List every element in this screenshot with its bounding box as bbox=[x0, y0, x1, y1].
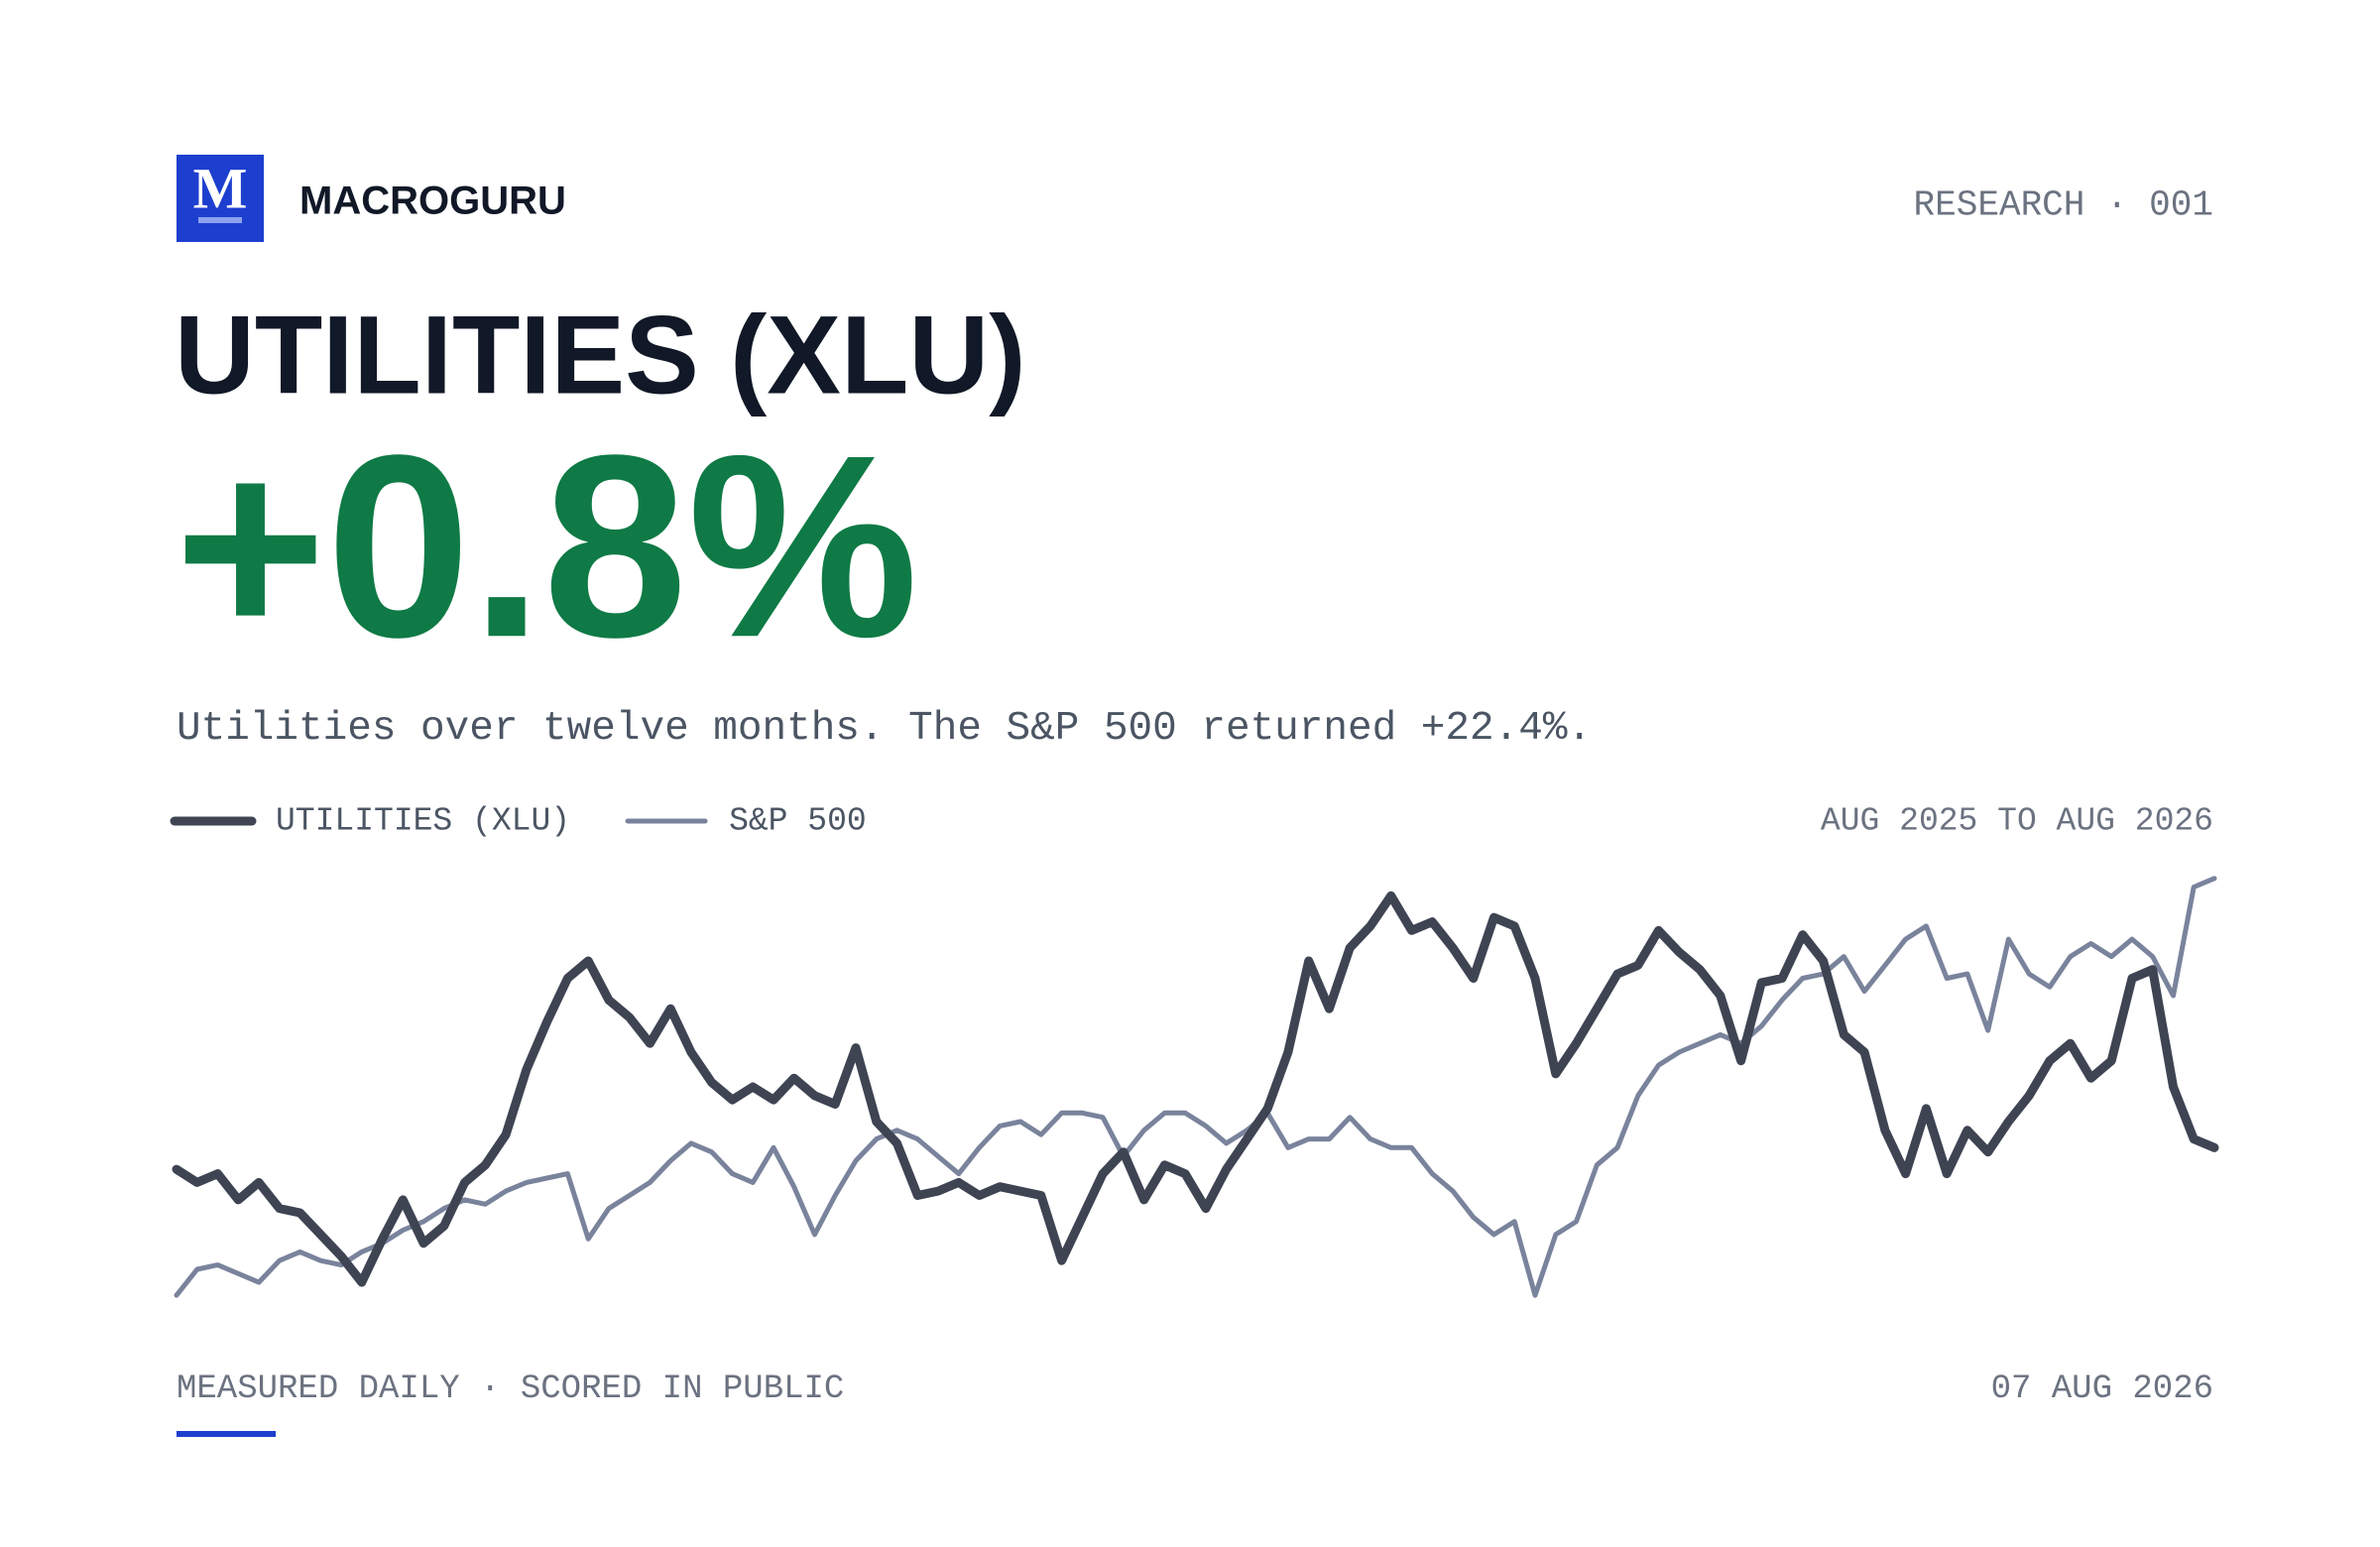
plot bbox=[172, 876, 2219, 1298]
legend-label: UTILITIES (XLU) bbox=[276, 803, 570, 840]
footer-note: MEASURED DAILY · SCORED IN PUBLIC bbox=[177, 1370, 844, 1408]
logo bbox=[177, 155, 264, 242]
subtitle: Utilities over twelve months. The S&P 50… bbox=[177, 706, 1592, 752]
accent-bar bbox=[177, 1431, 276, 1437]
series-line bbox=[174, 876, 2217, 1298]
logo-letter: M bbox=[193, 156, 248, 220]
footer-date: 07 AUG 2026 bbox=[1991, 1370, 2213, 1408]
legend-label: S&P 500 bbox=[729, 803, 867, 840]
chart-title: UTILITIES (XLU) bbox=[175, 294, 1026, 417]
series-line bbox=[172, 891, 2219, 1287]
brand: MACROGURU bbox=[299, 179, 566, 223]
headline: +0.8% bbox=[175, 401, 918, 691]
legend: UTILITIES (XLU) S&P 500 bbox=[170, 803, 867, 840]
tag: RESEARCH · 001 bbox=[1914, 185, 2213, 226]
logo-bar bbox=[198, 217, 242, 223]
period: AUG 2025 TO AUG 2026 bbox=[1821, 803, 2213, 840]
